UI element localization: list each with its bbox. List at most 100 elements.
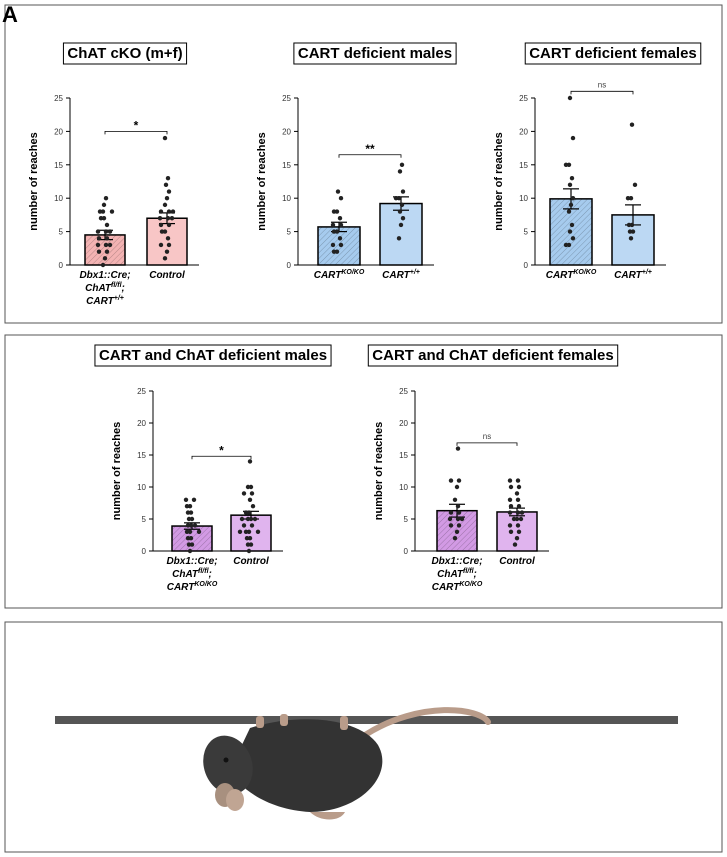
data-point [337, 236, 343, 241]
data-point [507, 510, 513, 515]
data-point [400, 189, 406, 194]
y-tick-label: 5 [404, 515, 409, 524]
y-tick-label: 20 [399, 419, 408, 428]
data-point [507, 478, 513, 483]
data-point [452, 497, 458, 502]
significance-bracket [104, 131, 168, 135]
data-point [185, 536, 191, 541]
data-point [452, 536, 458, 541]
y-axis-label: number of reaches [373, 422, 385, 520]
data-point [398, 222, 404, 228]
data-point [159, 229, 165, 234]
data-point [249, 523, 255, 528]
data-point [158, 222, 164, 228]
data-point [186, 516, 192, 522]
data-point [104, 236, 110, 241]
data-point [508, 529, 514, 534]
y-tick-label: 15 [519, 161, 528, 170]
label-part: ChAT [172, 569, 199, 580]
label-part: Control [149, 270, 185, 281]
significance-label: ** [365, 142, 375, 156]
data-point [165, 216, 171, 221]
data-point [107, 229, 113, 234]
data-point [632, 182, 638, 188]
y-tick-label: 0 [404, 547, 409, 556]
superscript: fl/fl [463, 568, 475, 575]
label-part: ; [474, 569, 477, 580]
data-point [515, 478, 521, 483]
label-part: Control [233, 556, 269, 567]
y-axis-label: number of reaches [28, 132, 40, 230]
data-point [165, 175, 171, 181]
data-point [516, 529, 522, 534]
mouse-illustration [55, 707, 678, 820]
x-tick-label: Control [149, 270, 185, 281]
bar [379, 202, 423, 266]
label-part: CART [167, 582, 195, 593]
significance-label: ns [598, 80, 606, 89]
data-point [164, 249, 170, 254]
data-point [568, 202, 574, 208]
superscript: +/+ [114, 295, 124, 302]
y-tick-label: 20 [54, 127, 63, 136]
superscript: fl/fl [111, 282, 123, 289]
data-point [337, 216, 343, 221]
data-point [625, 196, 631, 201]
data-point [165, 236, 171, 241]
data-point [96, 249, 102, 254]
data-point [448, 478, 454, 483]
label-part: CART [86, 296, 114, 307]
x-tick-label: ChATfl/fl; [437, 568, 477, 580]
data-point [163, 182, 169, 188]
data-point [166, 222, 172, 228]
data-point [455, 446, 461, 451]
data-point [397, 169, 403, 174]
data-point [563, 242, 569, 248]
data-point [243, 510, 249, 515]
data-point [456, 478, 462, 483]
data-point [192, 523, 198, 528]
data-point [183, 497, 189, 502]
data-point [243, 529, 249, 534]
data-point [102, 256, 108, 261]
data-point [96, 236, 102, 241]
data-point [511, 516, 517, 522]
data-point [196, 529, 202, 534]
significance-label: ns [483, 432, 491, 441]
data-point [331, 229, 337, 234]
data-point [335, 189, 341, 194]
data-point [399, 202, 405, 208]
data-point [95, 242, 101, 248]
label-part: ChAT [85, 283, 112, 294]
title-box [367, 344, 619, 367]
data-point [569, 175, 575, 181]
x-tick-label: Control [233, 556, 269, 567]
data-point [184, 529, 190, 534]
title-box [62, 42, 188, 65]
label-part: CART [314, 270, 342, 281]
x-tick-label: CARTKO/KO [167, 581, 218, 593]
y-tick-label: 10 [137, 483, 146, 492]
data-point [570, 236, 576, 241]
y-tick-label: 25 [282, 94, 291, 103]
panel-frame [4, 621, 723, 853]
label-part: CART [382, 270, 410, 281]
y-tick-label: 25 [399, 387, 408, 396]
data-point [237, 529, 243, 534]
x-tick-label: CART+/+ [382, 269, 420, 281]
x-tick-label: CARTKO/KO [314, 269, 365, 281]
data-point [169, 216, 175, 221]
y-tick-label: 5 [524, 228, 529, 237]
data-point [247, 497, 253, 502]
data-point [519, 510, 525, 515]
panel-frame [4, 4, 723, 324]
data-point [507, 497, 513, 502]
data-point [567, 95, 573, 101]
data-point [397, 209, 403, 214]
y-tick-label: 10 [282, 194, 291, 203]
x-tick-label: CART+/+ [614, 269, 652, 281]
data-point [239, 516, 245, 522]
bar-hatch [318, 226, 360, 265]
label-part: CART [432, 582, 460, 593]
